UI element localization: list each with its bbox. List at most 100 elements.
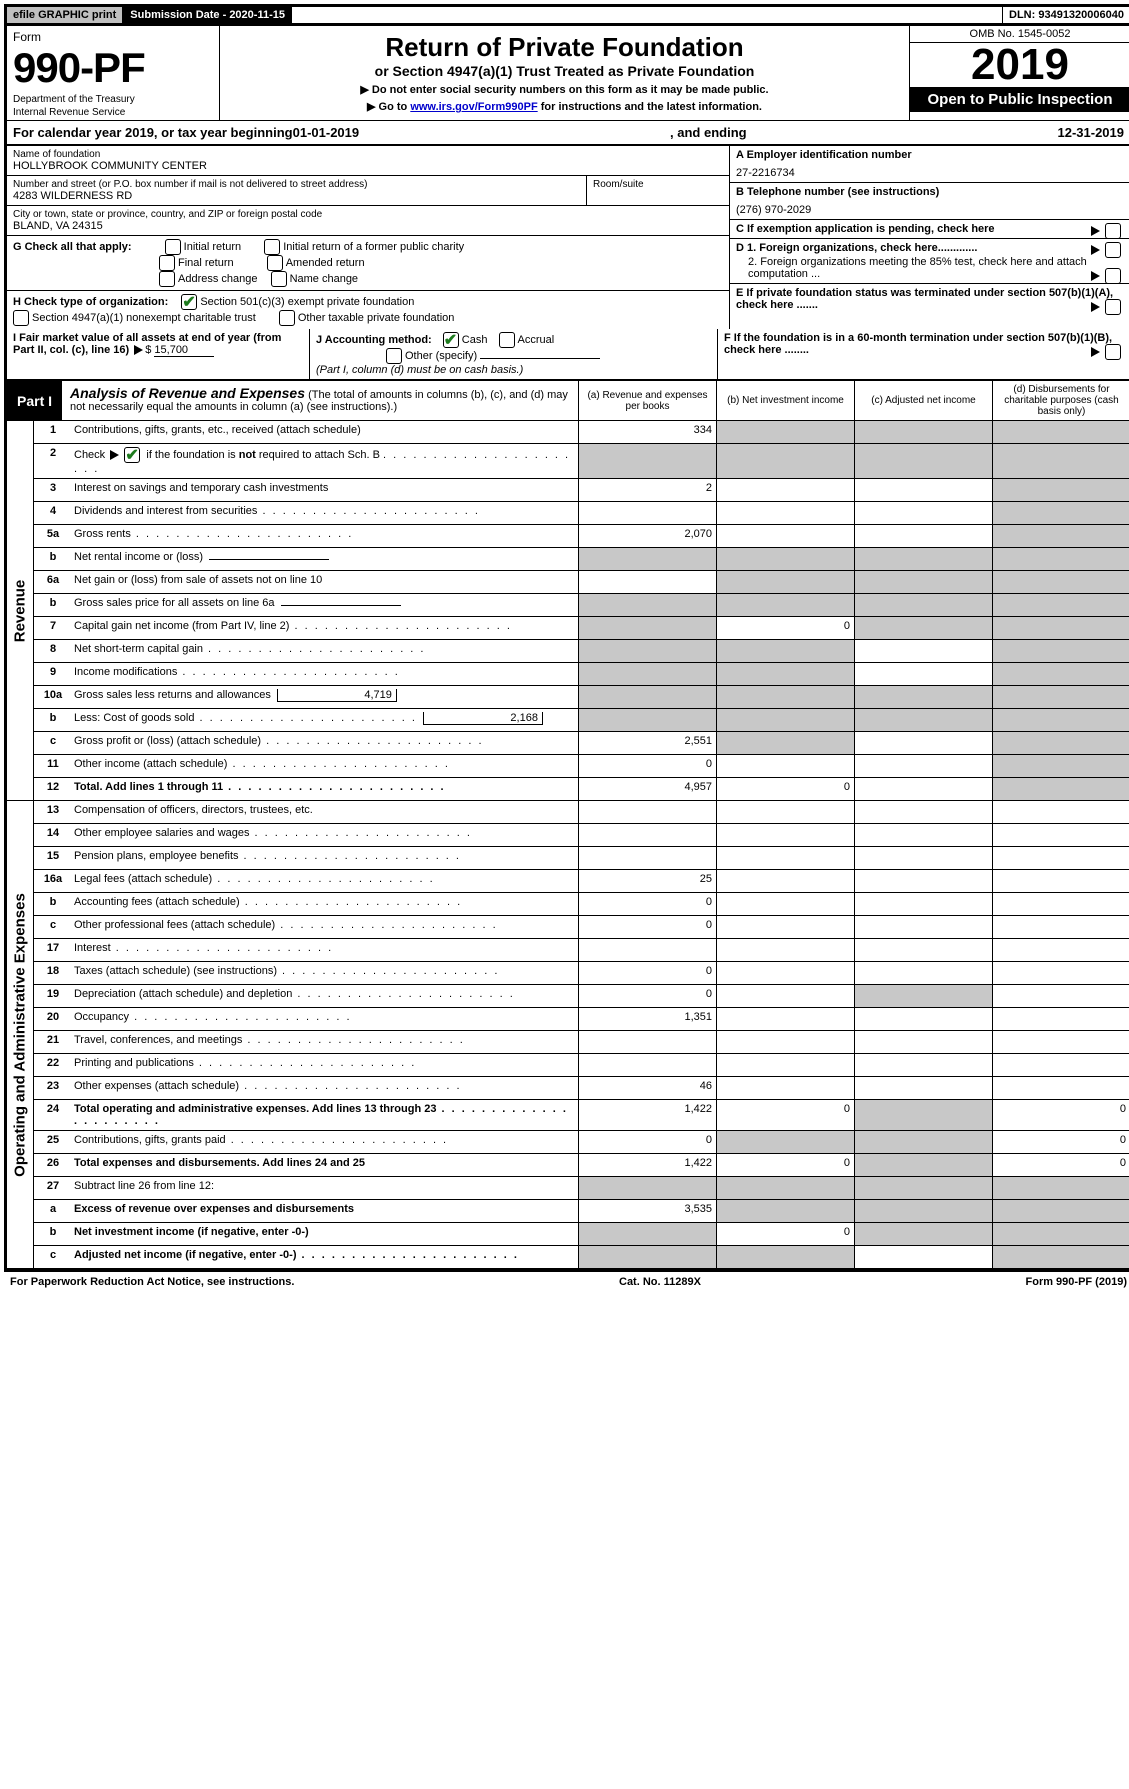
amount-col-d bbox=[992, 1031, 1129, 1053]
table-row: 2Check if the foundation is not required… bbox=[34, 444, 1129, 479]
part1-title-cell: Analysis of Revenue and Expenses (The to… bbox=[62, 381, 579, 420]
amount-col-d: 0 bbox=[992, 1154, 1129, 1176]
amount-col-a: 0 bbox=[578, 893, 716, 915]
checkbox-other-method[interactable] bbox=[386, 348, 402, 364]
expenses-side-label: Operating and Administrative Expenses bbox=[7, 801, 34, 1268]
inline-amount: 2,168 bbox=[423, 712, 543, 725]
line-description: Dividends and interest from securities bbox=[72, 502, 578, 524]
line-description: Interest bbox=[72, 939, 578, 961]
checkbox-accrual[interactable] bbox=[499, 332, 515, 348]
address-col: Number and street (or P.O. box number if… bbox=[7, 176, 587, 205]
checkbox-initial-former[interactable] bbox=[264, 239, 280, 255]
table-row: 13Compensation of officers, directors, t… bbox=[34, 801, 1129, 824]
g-opt-0: Initial return bbox=[165, 241, 241, 253]
amount-col-c bbox=[854, 421, 992, 443]
amount-col-a: 46 bbox=[578, 1077, 716, 1099]
amount-col-b bbox=[716, 1131, 854, 1153]
amount-col-c bbox=[854, 1200, 992, 1222]
amount-col-d bbox=[992, 709, 1129, 731]
amount-col-b bbox=[716, 893, 854, 915]
checkbox-60month[interactable] bbox=[1105, 344, 1121, 360]
checkbox-initial-return[interactable] bbox=[165, 239, 181, 255]
line-description: Less: Cost of goods sold2,168 bbox=[72, 709, 578, 731]
table-row: 11Other income (attach schedule)0 bbox=[34, 755, 1129, 778]
inline-amount: 4,719 bbox=[277, 689, 397, 702]
cash-label: Cash bbox=[462, 334, 488, 346]
line-number: 2 bbox=[34, 444, 72, 478]
amount-col-d bbox=[992, 732, 1129, 754]
amount-col-b bbox=[716, 916, 854, 938]
checkbox-exemption-pending[interactable] bbox=[1105, 223, 1121, 239]
checkbox-sch-b[interactable] bbox=[124, 447, 140, 463]
line-number: b bbox=[34, 709, 72, 731]
line-description: Net gain or (loss) from sale of assets n… bbox=[72, 571, 578, 593]
line-description: Legal fees (attach schedule) bbox=[72, 870, 578, 892]
form-title: Return of Private Foundation bbox=[230, 32, 899, 63]
table-row: 21Travel, conferences, and meetings bbox=[34, 1031, 1129, 1054]
line-description: Net rental income or (loss) bbox=[72, 548, 578, 570]
line-number: 25 bbox=[34, 1131, 72, 1153]
amount-col-b bbox=[716, 709, 854, 731]
checkbox-501c3[interactable] bbox=[181, 294, 197, 310]
checkbox-cash[interactable] bbox=[443, 332, 459, 348]
dept-line-1: Department of the Treasury bbox=[13, 94, 213, 105]
city-value: BLAND, VA 24315 bbox=[13, 220, 723, 232]
checkbox-85pct-test[interactable] bbox=[1105, 268, 1121, 284]
line-description: Taxes (attach schedule) (see instruction… bbox=[72, 962, 578, 984]
line-number: 27 bbox=[34, 1177, 72, 1199]
checkbox-address-change[interactable] bbox=[159, 271, 175, 287]
line-description: Gross profit or (loss) (attach schedule) bbox=[72, 732, 578, 754]
form-number: 990-PF bbox=[13, 44, 213, 92]
tri-icon bbox=[1091, 347, 1100, 357]
amount-col-d bbox=[992, 939, 1129, 961]
phone-row: B Telephone number (see instructions) (2… bbox=[730, 183, 1129, 220]
amount-col-c bbox=[854, 1100, 992, 1130]
checkbox-final-return[interactable] bbox=[159, 255, 175, 271]
amount-col-b bbox=[716, 939, 854, 961]
line-number: 13 bbox=[34, 801, 72, 823]
line-number: 1 bbox=[34, 421, 72, 443]
amount-col-b bbox=[716, 502, 854, 524]
amount-col-b bbox=[716, 1031, 854, 1053]
line-number: 15 bbox=[34, 847, 72, 869]
footer-right: Form 990-PF (2019) bbox=[1026, 1276, 1127, 1288]
amount-col-c bbox=[854, 548, 992, 570]
amount-col-b bbox=[716, 1054, 854, 1076]
amount-col-a bbox=[578, 640, 716, 662]
amount-col-d bbox=[992, 525, 1129, 547]
other-label: Other (specify) bbox=[405, 350, 477, 362]
header-mid: Return of Private Foundation or Section … bbox=[220, 26, 910, 120]
line-number: c bbox=[34, 916, 72, 938]
accrual-label: Accrual bbox=[518, 334, 555, 346]
amount-col-a: 0 bbox=[578, 916, 716, 938]
amount-col-d bbox=[992, 870, 1129, 892]
amount-col-b bbox=[716, 640, 854, 662]
instructions-link[interactable]: www.irs.gov/Form990PF bbox=[410, 101, 537, 113]
g-label: G Check all that apply: bbox=[13, 241, 132, 253]
amount-col-d bbox=[992, 801, 1129, 823]
line-number: 11 bbox=[34, 755, 72, 777]
col-c-header: (c) Adjusted net income bbox=[855, 381, 993, 420]
checkbox-4947a1[interactable] bbox=[13, 310, 29, 326]
amount-col-c bbox=[854, 571, 992, 593]
amount-col-a: 1,422 bbox=[578, 1100, 716, 1130]
checkbox-amended-return[interactable] bbox=[267, 255, 283, 271]
part1-tab: Part I bbox=[7, 381, 62, 420]
instr2-post: for instructions and the latest informat… bbox=[541, 101, 762, 113]
entity-right: A Employer identification number 27-2216… bbox=[729, 146, 1129, 329]
amount-col-a: 334 bbox=[578, 421, 716, 443]
table-row: 8Net short-term capital gain bbox=[34, 640, 1129, 663]
amount-col-d bbox=[992, 847, 1129, 869]
form-header: Form 990-PF Department of the Treasury I… bbox=[6, 24, 1129, 121]
checkbox-status-terminated[interactable] bbox=[1105, 299, 1121, 315]
g-opt-1: Initial return of a former public charit… bbox=[264, 241, 464, 253]
checkbox-foreign-org[interactable] bbox=[1105, 242, 1121, 258]
line-description: Other employee salaries and wages bbox=[72, 824, 578, 846]
amount-col-a: 0 bbox=[578, 962, 716, 984]
line-description: Subtract line 26 from line 12: bbox=[72, 1177, 578, 1199]
checkbox-name-change[interactable] bbox=[271, 271, 287, 287]
e-label: E If private foundation status was termi… bbox=[736, 287, 1113, 311]
amount-col-a bbox=[578, 1177, 716, 1199]
checkbox-other-taxable[interactable] bbox=[279, 310, 295, 326]
amount-col-d bbox=[992, 1077, 1129, 1099]
